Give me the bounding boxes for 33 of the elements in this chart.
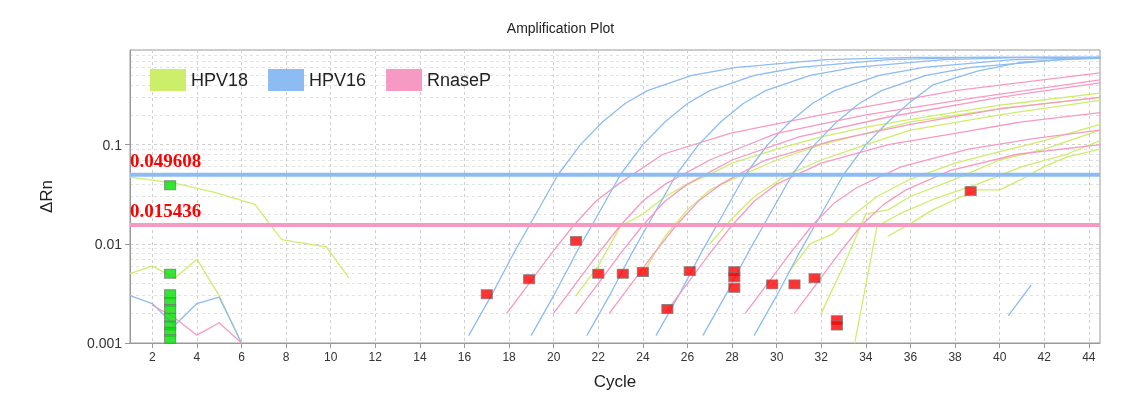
x-tick-label: 40: [992, 350, 1007, 364]
x-tick-label: 30: [769, 350, 784, 364]
x-tick-label: 20: [547, 350, 561, 364]
x-tick-label: 36: [903, 350, 918, 364]
chart-title: Amplification Plot: [506, 20, 615, 36]
x-tick-label: 32: [814, 350, 829, 364]
ref-line-label: 0.015436: [130, 200, 202, 222]
x-tick-label: 22: [591, 350, 606, 364]
y-tick-label: 0.01: [94, 235, 123, 252]
y-axis-title: ΔRn: [37, 179, 56, 214]
legend-label: RnaseP: [427, 70, 492, 90]
x-tick-label: 2: [148, 350, 156, 364]
x-tick-label: 42: [1037, 350, 1052, 364]
y-tick-label: 0.1: [102, 136, 123, 153]
x-tick-label: 34: [859, 350, 873, 364]
ref-line-label: 0.049608: [130, 149, 202, 171]
x-tick-label: 10: [324, 350, 338, 364]
x-tick-label: 4: [193, 350, 201, 364]
x-tick-label: 18: [502, 350, 517, 364]
x-tick-label: 28: [725, 350, 740, 364]
legend-label: HPV18: [191, 70, 249, 90]
x-tick-label: 24: [636, 350, 650, 364]
x-tick-label: 8: [282, 350, 290, 364]
x-tick-label: 14: [413, 350, 427, 364]
x-tick-label: 16: [457, 350, 472, 364]
x-axis-title: Cycle: [593, 372, 637, 391]
x-tick-label: 38: [948, 350, 963, 364]
x-tick-label: 6: [238, 350, 246, 364]
x-tick-label: 26: [680, 350, 695, 364]
x-tick-label: 12: [368, 350, 383, 364]
y-tick-label: 0.001: [86, 335, 123, 351]
x-tick-label: 44: [1082, 350, 1096, 364]
legend-label: HPV16: [309, 70, 367, 90]
